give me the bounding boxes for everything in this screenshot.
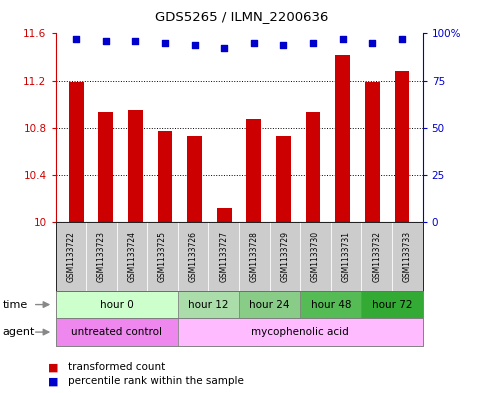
- Text: GSM1133725: GSM1133725: [158, 231, 167, 282]
- Text: mycophenolic acid: mycophenolic acid: [251, 327, 349, 337]
- Text: GSM1133726: GSM1133726: [189, 231, 198, 282]
- Point: [309, 40, 317, 46]
- Text: GSM1133733: GSM1133733: [403, 231, 412, 282]
- Point: [250, 40, 258, 46]
- Point: [280, 42, 287, 48]
- Point: [369, 40, 376, 46]
- Point: [72, 36, 80, 42]
- Text: GSM1133722: GSM1133722: [66, 231, 75, 282]
- Point: [398, 36, 406, 42]
- Text: ■: ■: [48, 362, 59, 373]
- Text: untreated control: untreated control: [71, 327, 162, 337]
- Text: hour 0: hour 0: [100, 299, 134, 310]
- Point: [220, 45, 228, 51]
- Point: [161, 40, 169, 46]
- Bar: [99, 112, 114, 222]
- Bar: [187, 136, 202, 222]
- Text: GDS5265 / ILMN_2200636: GDS5265 / ILMN_2200636: [155, 10, 328, 23]
- Bar: [157, 131, 172, 222]
- Text: GSM1133730: GSM1133730: [311, 231, 320, 282]
- Text: GSM1133729: GSM1133729: [281, 231, 289, 282]
- Text: ■: ■: [48, 376, 59, 386]
- Text: time: time: [2, 299, 28, 310]
- Text: hour 48: hour 48: [311, 299, 351, 310]
- Bar: [306, 112, 321, 222]
- Text: GSM1133728: GSM1133728: [250, 231, 259, 282]
- Text: percentile rank within the sample: percentile rank within the sample: [68, 376, 243, 386]
- Bar: [128, 110, 143, 222]
- Text: hour 12: hour 12: [188, 299, 229, 310]
- Bar: [365, 82, 380, 222]
- Bar: [335, 55, 350, 222]
- Text: GSM1133724: GSM1133724: [128, 231, 137, 282]
- Text: agent: agent: [2, 327, 35, 337]
- Point: [102, 38, 110, 44]
- Bar: [246, 119, 261, 222]
- Bar: [276, 136, 291, 222]
- Bar: [395, 71, 409, 222]
- Point: [131, 38, 139, 44]
- Text: hour 24: hour 24: [249, 299, 290, 310]
- Text: transformed count: transformed count: [68, 362, 165, 373]
- Point: [191, 42, 199, 48]
- Text: GSM1133723: GSM1133723: [97, 231, 106, 282]
- Point: [339, 36, 347, 42]
- Text: GSM1133727: GSM1133727: [219, 231, 228, 282]
- Text: GSM1133732: GSM1133732: [372, 231, 381, 282]
- Text: GSM1133731: GSM1133731: [341, 231, 351, 282]
- Bar: [217, 208, 232, 222]
- Bar: [69, 82, 84, 222]
- Text: hour 72: hour 72: [372, 299, 412, 310]
